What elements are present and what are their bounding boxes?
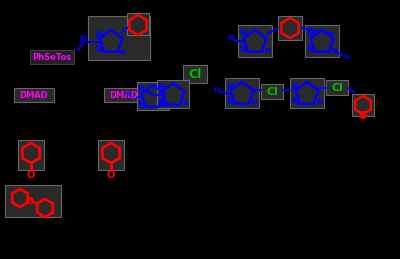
Text: N: N [240, 46, 246, 54]
Text: Cl: Cl [266, 87, 278, 97]
Text: N: N [158, 98, 164, 107]
Text: N: N [343, 54, 349, 60]
Text: N: N [80, 35, 86, 45]
Text: O: O [27, 170, 35, 180]
Text: N: N [125, 92, 131, 98]
Text: Cl: Cl [331, 83, 343, 93]
Text: N: N [158, 83, 164, 92]
Text: O: O [359, 111, 367, 121]
Text: N: N [292, 97, 298, 106]
Text: N: N [316, 99, 322, 105]
Bar [127, 13, 149, 35]
Bar [352, 94, 374, 116]
Bar [88, 16, 150, 60]
Text: N: N [292, 83, 298, 91]
Bar [278, 16, 302, 40]
Bar [14, 88, 54, 102]
Bar [18, 140, 44, 170]
Text: N: N [138, 85, 144, 95]
Bar [261, 84, 283, 99]
Text: N: N [240, 30, 246, 39]
Text: N: N [331, 48, 337, 54]
Bar [137, 82, 169, 110]
Text: N: N [182, 100, 188, 106]
Bar [5, 185, 61, 217]
Text: Cl: Cl [188, 68, 202, 81]
Text: N: N [119, 50, 125, 56]
Text: N: N [251, 99, 257, 105]
Text: O: O [107, 170, 115, 180]
Bar [326, 80, 348, 95]
Bar [238, 25, 272, 57]
Bar [104, 88, 144, 102]
Text: N: N [306, 30, 314, 39]
Bar [157, 80, 189, 108]
Text: DMAD: DMAD [110, 90, 138, 99]
Text: N: N [226, 97, 234, 106]
Text: N: N [226, 83, 234, 91]
Text: DMAD: DMAD [20, 90, 48, 99]
Bar [290, 78, 324, 108]
Text: N: N [96, 46, 102, 54]
Bar [98, 140, 124, 170]
Bar [225, 78, 259, 108]
Text: N: N [145, 90, 151, 96]
Text: N: N [213, 87, 219, 93]
Text: O: O [26, 198, 34, 206]
Bar [183, 65, 207, 83]
Text: N: N [96, 31, 102, 40]
Text: N: N [264, 48, 270, 54]
Text: N: N [162, 102, 168, 108]
Text: N: N [138, 100, 144, 110]
Text: N: N [227, 35, 233, 41]
Text: PhSeTos: PhSeTos [32, 53, 72, 61]
Text: N: N [306, 46, 314, 54]
Bar [305, 25, 339, 57]
